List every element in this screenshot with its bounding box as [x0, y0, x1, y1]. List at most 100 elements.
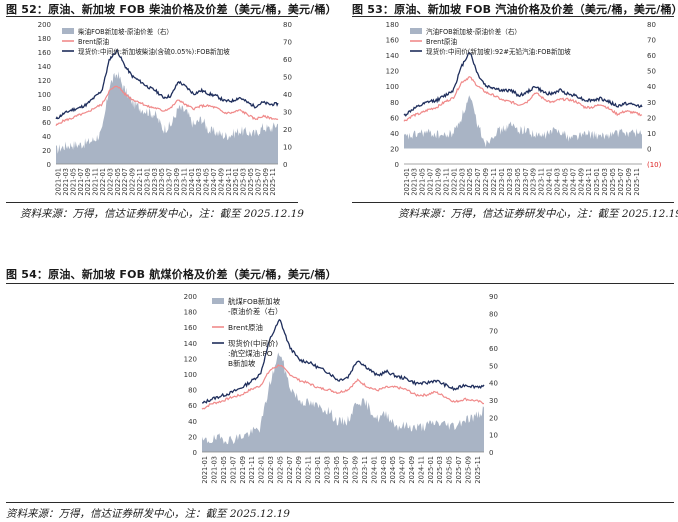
- x-tick-label: 2025-07: [617, 168, 625, 196]
- x-tick-label: 2022-01: [450, 168, 458, 196]
- right-tick-label: 60: [283, 56, 292, 64]
- legend-label: :航空煤油:FO: [228, 349, 273, 358]
- spread-area: [202, 352, 484, 452]
- x-tick-label: 2025-09: [625, 168, 633, 196]
- x-tick-label: 2024-11: [585, 168, 593, 196]
- legend-swatch-spread: [410, 28, 422, 34]
- x-tick-label: 2025-07: [455, 456, 463, 484]
- legend-label: 现货价:中间价:新加坡柴油(含硫0.05%):FOB新加坡: [78, 47, 230, 56]
- right-tick-label: 20: [283, 126, 292, 134]
- left-tick-label: 140: [184, 340, 197, 348]
- right-tick-label: 0: [283, 161, 287, 169]
- legend-label: B新加坡: [228, 359, 256, 368]
- x-tick-label: 2024-11: [225, 168, 233, 196]
- fig54-chart: 0 20 40 60 80 100 120 140 160 180 200 0 10 20 30 40 50 60…: [184, 293, 498, 484]
- x-tick-label: 2023-03: [323, 456, 331, 484]
- left-tick-label: 20: [188, 433, 197, 441]
- left-tick-label: 80: [188, 387, 197, 395]
- x-tick-label: 2022-05: [276, 456, 284, 484]
- right-tick-label: 0: [647, 145, 651, 153]
- x-tick-label: 2021-03: [211, 456, 219, 484]
- x-tick-label: 2021-07: [427, 168, 435, 196]
- x-tick-label: 2024-09: [217, 168, 225, 196]
- x-tick-label: 2022-09: [482, 168, 490, 196]
- product-line: [403, 51, 643, 117]
- right-tick-label: 60: [647, 52, 656, 60]
- x-tick-label: 2021-09: [239, 456, 247, 484]
- x-tick-label: 2024-09: [577, 168, 585, 196]
- left-tick-label: 100: [386, 83, 399, 91]
- left-tick-label: 120: [38, 77, 51, 85]
- right-tick-label: 10: [647, 130, 656, 138]
- legend-label: 柴油FOB新加坡-原油价差（右）: [78, 27, 173, 36]
- x-tick-label: 2023-11: [361, 456, 369, 484]
- x-tick-label: 2023-03: [506, 168, 514, 196]
- right-tick-label: 70: [647, 37, 656, 45]
- x-tick-label: 2024-05: [389, 456, 397, 484]
- left-tick-label: 140: [386, 52, 399, 60]
- left-tick-label: 200: [38, 21, 51, 29]
- left-tick-label: 20: [42, 147, 51, 155]
- x-tick-label: 2021-07: [77, 168, 85, 196]
- x-tick-label: 2025-01: [593, 168, 601, 196]
- left-tick-label: 60: [188, 402, 197, 410]
- legend-label: 汽油FOB新加坡-原油价差（右）: [426, 27, 521, 36]
- right-tick-label: 30: [489, 397, 498, 405]
- x-tick-label: 2025-01: [232, 168, 240, 196]
- right-tick-label: 50: [647, 68, 656, 76]
- left-tick-label: 140: [38, 63, 51, 71]
- x-tick-label: 2022-07: [474, 168, 482, 196]
- x-tick-label: 2025-01: [427, 456, 435, 484]
- x-tick-label: 2023-05: [514, 168, 522, 196]
- legend-label: 航煤FOB新加坡: [228, 297, 281, 306]
- right-tick-label: 10: [489, 432, 498, 440]
- left-tick-label: 100: [38, 91, 51, 99]
- right-tick-label: 20: [489, 414, 498, 422]
- x-tick-label: 2024-05: [203, 168, 211, 196]
- fig54-title: 图 54：原油、新加坡 FOB 航煤价格及价差（美元/桶，美元/桶）: [6, 268, 337, 281]
- x-tick-label: 2024-09: [408, 456, 416, 484]
- left-tick-label: 80: [390, 99, 399, 107]
- legend-label: Brent原油: [228, 323, 263, 332]
- right-tick-label: 30: [283, 109, 292, 117]
- left-tick-label: 40: [42, 133, 51, 141]
- x-tick-label: 2021-03: [62, 168, 70, 196]
- x-tick-label: 2021-05: [69, 168, 77, 196]
- x-tick-label: 2024-03: [380, 456, 388, 484]
- left-tick-label: 80: [42, 105, 51, 113]
- brent-line: [403, 76, 643, 122]
- x-tick-label: 2025-11: [633, 168, 641, 196]
- fig52-chart: 0 20 40 60 80 100 120 140 160 180 200 0 10 20 30 40 50 60…: [38, 21, 292, 196]
- x-tick-label: 2022-11: [490, 168, 498, 196]
- x-tick-label: 2024-07: [569, 168, 577, 196]
- x-tick-label: 2025-11: [269, 168, 277, 196]
- x-tick-label: 2022-05: [114, 168, 122, 196]
- left-tick-label: 200: [184, 293, 197, 301]
- left-tick-label: 100: [184, 371, 197, 379]
- right-tick-label: 60: [489, 345, 498, 353]
- x-tick-label: 2025-09: [464, 456, 472, 484]
- x-tick-label: 2024-01: [188, 168, 196, 196]
- legend-label: Brent原油: [426, 37, 458, 46]
- x-tick-label: 2021-09: [435, 168, 443, 196]
- x-tick-label: 2022-01: [258, 456, 266, 484]
- legend-swatch-spread: [212, 298, 224, 304]
- left-tick-label: 180: [184, 309, 197, 317]
- left-tick-label: 60: [42, 119, 51, 127]
- product-line: [55, 48, 279, 120]
- left-tick-label: 180: [38, 35, 51, 43]
- fig53-source: 资料来源：万得，信达证券研发中心，注：截至 2025.12.19: [398, 208, 678, 220]
- left-tick-label: 120: [386, 68, 399, 76]
- x-tick-label: 2022-07: [286, 456, 294, 484]
- x-tick-label: 2025-07: [254, 168, 262, 196]
- x-tick-label: 2021-03: [411, 168, 419, 196]
- product-line: [202, 318, 485, 404]
- left-tick-label: 180: [386, 21, 399, 29]
- x-tick-label: 2022-01: [99, 168, 107, 196]
- right-tick-label: 10: [283, 144, 292, 152]
- fig54-title-rule: [6, 283, 674, 284]
- fig52-title: 图 52：原油、新加坡 FOB 柴油价格及价差（美元/桶，美元/桶）: [6, 3, 337, 16]
- left-tick-label: 60: [390, 114, 399, 122]
- right-tick-label: 90: [489, 293, 498, 301]
- x-tick-label: 2021-07: [229, 456, 237, 484]
